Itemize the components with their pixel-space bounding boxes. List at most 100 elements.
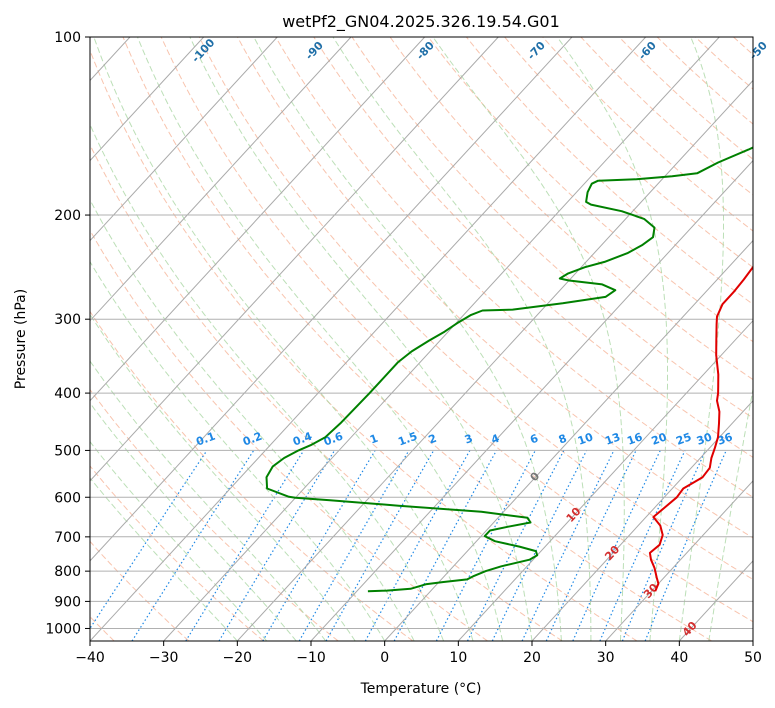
x-tick-label: −40 [75,650,105,666]
isotherm-line [605,480,753,641]
x-tick-label: −20 [223,650,253,666]
dry-adiabat [427,37,753,343]
isotherm-line [90,37,573,562]
moist-adiabat [253,37,562,641]
isotherm-line [384,239,753,641]
y-tick-label: 1000 [45,621,81,637]
x-tick-label: −30 [149,650,179,666]
moist-adiabat [90,477,238,641]
x-tick-label: 20 [523,650,541,666]
mixing-ratio-label: 1 [368,432,380,447]
dry-adiabat [122,37,712,641]
isotherm-line [531,400,753,641]
moist-adiabat [93,37,474,641]
mixing-ratio-label: 10 [576,430,595,448]
moist-adiabat [90,123,445,641]
dry-adiabat [504,37,753,268]
y-tick-label: 400 [54,386,81,402]
x-tick-label: −10 [296,650,326,666]
dry-adiabat [90,229,488,641]
y-tick-label: 300 [54,312,81,328]
isotherm-line [90,37,647,641]
x-axis-label: Temperature (°C) [360,681,482,697]
isotherm-line [90,37,499,482]
temperature-profile-line [648,265,753,592]
isotherm-line [90,37,352,322]
isotherm-label: -100 [189,36,218,65]
x-tick-label: 40 [670,650,688,666]
chart-title: wetPf2_GN04.2025.326.19.54.G01 [282,12,560,32]
mixing-ratio-label: 0.2 [241,430,264,449]
isotherm-line [90,37,205,162]
mixing-ratio-label: 0.6 [322,430,345,449]
isotherm-line [163,37,720,641]
moist-adiabat [556,37,668,641]
x-tick-label: 10 [449,650,467,666]
dry-adiabat [275,37,753,498]
isotherm-label: -50 [747,39,770,63]
dry-adiabat [695,37,753,90]
isotherm-line [457,319,753,641]
dry-adiabat [618,37,753,160]
mixing-ratio-label: 25 [674,430,693,447]
mixing-ratio-label: 30 [695,430,714,448]
dry-adiabat [90,143,563,641]
dry-adiabat [542,37,753,232]
y-tick-label: 800 [54,564,81,580]
moist-adiabat [708,386,753,641]
moist-adiabat [332,37,592,641]
mixing-ratio-line [325,450,435,641]
x-tick-label: 30 [597,650,615,666]
mixing-ratio-label: 4 [489,432,501,447]
isotherm-label: -90 [303,39,326,63]
moist-adiabat [90,260,386,641]
dry-adiabat [733,37,753,56]
mixing-ratio-label: 36 [716,430,735,448]
y-axis: 1000 900 800 700 600 500 400 300 200 100 [45,30,90,637]
mixing-ratio-line [364,450,471,641]
dry-adiabat [389,37,753,381]
isotherm-line [678,560,753,641]
isotherm-line [310,159,753,641]
moist-adiabat [90,198,415,641]
dewpoint-profile-line [265,146,753,593]
y-tick-label: 600 [54,490,81,506]
x-tick-label: 50 [744,650,762,666]
mixing-ratio-line [90,450,208,630]
background-lines [90,37,753,641]
mixing-ratio-label: 2 [427,432,439,447]
dry-adiabat [160,37,753,623]
mixing-ratio-line [185,450,305,641]
moist-adiabat [189,37,533,641]
mixing-ratio-line [599,450,686,641]
moist-adiabat [678,37,724,641]
mixing-ratio-label: 6 [528,432,540,447]
mixing-ratio-label: 0.1 [194,430,217,449]
mixing-ratio-line [572,450,661,641]
x-tick-label: 0 [380,650,389,666]
mixing-ratio-label: 16 [625,430,644,448]
isotherm-label: -80 [414,39,437,63]
series-lines [265,146,753,593]
y-tick-label: 900 [54,594,81,610]
moist-adiabat [432,37,625,641]
y-tick-label: 700 [54,530,81,546]
mixing-ratio-label: 13 [603,430,622,447]
moist-adiabat [90,440,268,641]
grid-lines [90,37,753,641]
moist-adiabat [90,360,327,641]
mixing-ratio-line [466,450,565,641]
isotherm-label: -70 [525,39,548,63]
dry-adiabat [90,388,339,641]
mixing-ratio-line [218,450,336,641]
isotherm-line [90,37,426,402]
mixing-ratio-label: 1.5 [396,430,419,449]
mixing-ratio-label: 8 [557,432,569,447]
dry-adiabat [237,37,753,539]
isotherm-line [90,37,278,242]
x-axis: −40 −30 −20 −10 0 10 20 30 40 50 [75,641,762,666]
moist-adiabat [137,37,503,641]
mixing-ratio-label: 0.4 [291,430,314,449]
